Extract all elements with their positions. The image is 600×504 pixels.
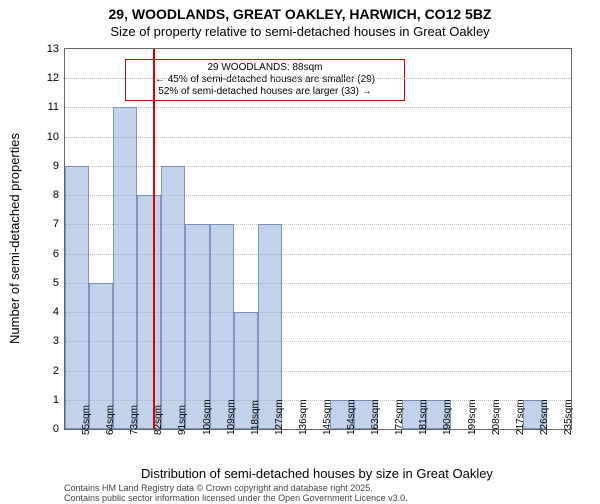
chart-title-line2: Size of property relative to semi-detach… [0,24,600,39]
x-tick-label: 199sqm [467,399,478,435]
y-tick-label: 2 [53,365,59,377]
x-tick-label: 181sqm [418,399,429,435]
y-tick-label: 6 [53,248,59,260]
annotation-line3: 52% of semi-detached houses are larger (… [130,86,400,98]
y-tick-label: 0 [53,423,59,435]
gridline [65,137,571,138]
gridline [65,107,571,108]
histogram-bar [137,195,161,429]
y-tick-label: 10 [47,131,59,143]
histogram-bar [210,224,234,429]
x-tick-label: 154sqm [346,399,357,435]
annotation-line1: 29 WOODLANDS: 88sqm [130,62,400,74]
histogram-bar [65,166,89,429]
y-tick-label: 12 [47,72,59,84]
chart-title-line1: 29, WOODLANDS, GREAT OAKLEY, HARWICH, CO… [0,6,600,22]
histogram-bar [258,224,282,429]
x-axis-label: Distribution of semi-detached houses by … [64,466,570,481]
x-tick-label: 100sqm [202,399,213,435]
x-tick-label: 55sqm [81,405,92,435]
property-size-chart: 29, WOODLANDS, GREAT OAKLEY, HARWICH, CO… [0,0,600,500]
y-tick-label: 7 [53,218,59,230]
y-tick-label: 3 [53,335,59,347]
y-tick-label: 5 [53,277,59,289]
gridline [65,78,571,79]
y-tick-label: 1 [53,394,59,406]
x-tick-label: 73sqm [129,405,140,435]
reference-line [153,49,155,429]
x-tick-label: 226sqm [539,399,550,435]
y-tick-label: 13 [47,43,59,55]
x-tick-label: 208sqm [491,399,502,435]
x-tick-label: 109sqm [226,399,237,435]
annotation-line2: ← 45% of semi-detached houses are smalle… [130,74,400,86]
x-tick-label: 145sqm [322,399,333,435]
x-tick-label: 136sqm [298,399,309,435]
y-tick-label: 9 [53,160,59,172]
plot-area: 29 WOODLANDS: 88sqm ← 45% of semi-detach… [64,48,572,430]
x-tick-label: 172sqm [394,399,405,435]
x-tick-label: 190sqm [442,399,453,435]
annotation-box: 29 WOODLANDS: 88sqm ← 45% of semi-detach… [125,59,405,101]
histogram-bar [185,224,209,429]
histogram-bar [161,166,185,429]
y-axis-label: Number of semi-detached properties [6,48,22,428]
histogram-bar [113,107,137,429]
x-tick-label: 118sqm [250,400,261,435]
y-tick-label: 8 [53,189,59,201]
x-tick-label: 217sqm [515,399,526,435]
x-tick-label: 163sqm [370,399,381,435]
footer-attribution: Contains HM Land Registry data © Crown c… [64,484,570,504]
x-tick-label: 127sqm [274,399,285,435]
x-tick-label: 91sqm [177,405,188,435]
y-tick-label: 4 [53,306,59,318]
gridline [65,166,571,167]
y-tick-label: 11 [48,101,59,113]
x-tick-label: 64sqm [105,405,116,435]
x-tick-label: 235sqm [563,399,574,435]
